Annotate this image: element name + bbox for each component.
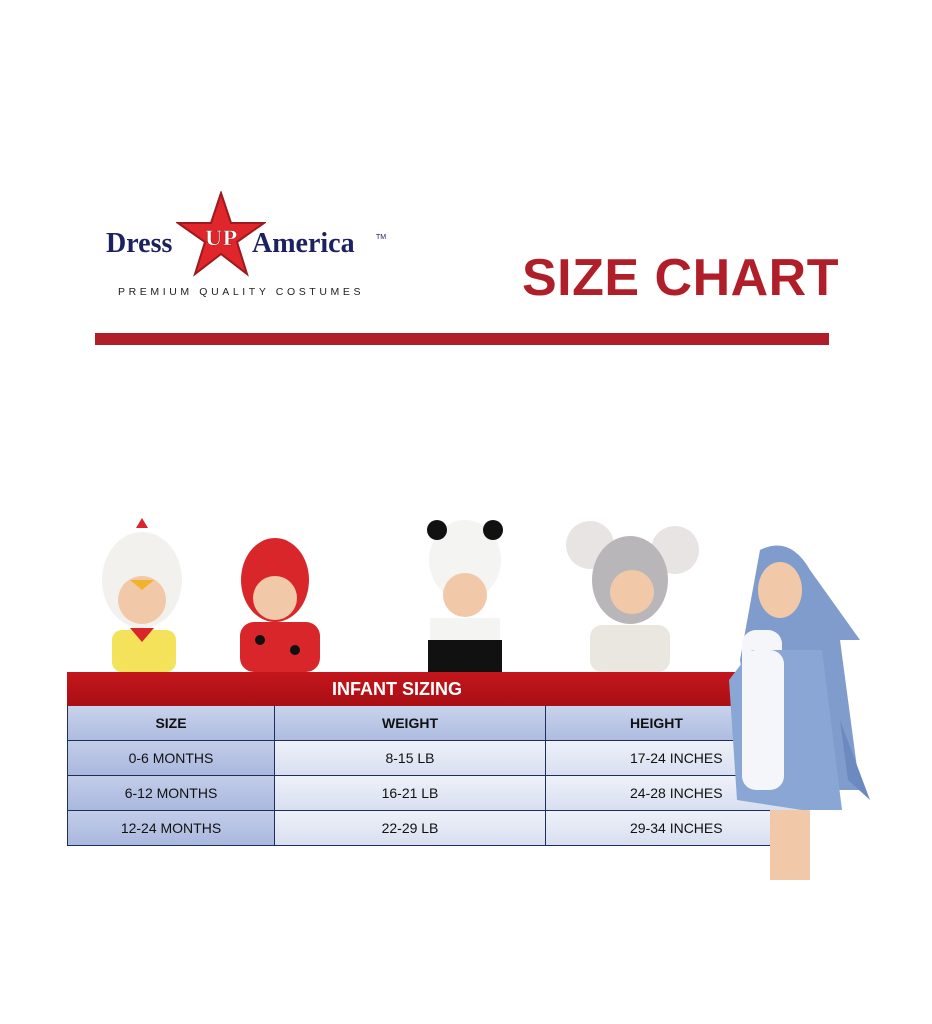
- table-row: 12-24 MONTHS 22-29 LB 29-34 INCHES: [67, 811, 807, 846]
- svg-text:UP: UP: [205, 226, 237, 250]
- panda-costume-image: [427, 520, 503, 672]
- height-cell: 29-34 INCHES: [546, 811, 807, 845]
- size-cell: 12-24 MONTHS: [67, 811, 275, 845]
- weight-cell: 8-15 LB: [275, 741, 546, 775]
- size-cell: 0-6 MONTHS: [67, 741, 275, 775]
- star-icon: UP: [176, 191, 266, 277]
- infant-sizing-table: INFANT SIZING SIZE WEIGHT HEIGHT 0-6 MON…: [67, 672, 807, 846]
- divider: [95, 333, 829, 345]
- weight-cell: 22-29 LB: [275, 811, 546, 845]
- brand-word-1: Dress: [106, 228, 173, 259]
- brand-tagline: PREMIUM QUALITY COSTUMES: [118, 286, 365, 298]
- page-title: SIZE CHART: [522, 249, 839, 307]
- header-weight: WEIGHT: [275, 706, 546, 740]
- shark-costume-foreground: [729, 650, 870, 880]
- ladybug-costume-image: [240, 538, 320, 672]
- table-row: 6-12 MONTHS 16-21 LB 24-28 INCHES: [67, 776, 807, 811]
- table-row: 0-6 MONTHS 8-15 LB 17-24 INCHES: [67, 741, 807, 776]
- trademark: TM: [376, 234, 387, 241]
- weight-cell: 16-21 LB: [275, 776, 546, 810]
- brand-word-2: America: [252, 228, 355, 259]
- table-caption: INFANT SIZING: [67, 672, 807, 706]
- size-cell: 6-12 MONTHS: [67, 776, 275, 810]
- mouse-costume-image: [566, 521, 699, 672]
- header-size: SIZE: [67, 706, 275, 740]
- table-header-row: SIZE WEIGHT HEIGHT: [67, 706, 807, 741]
- chicken-costume-image: [102, 518, 182, 672]
